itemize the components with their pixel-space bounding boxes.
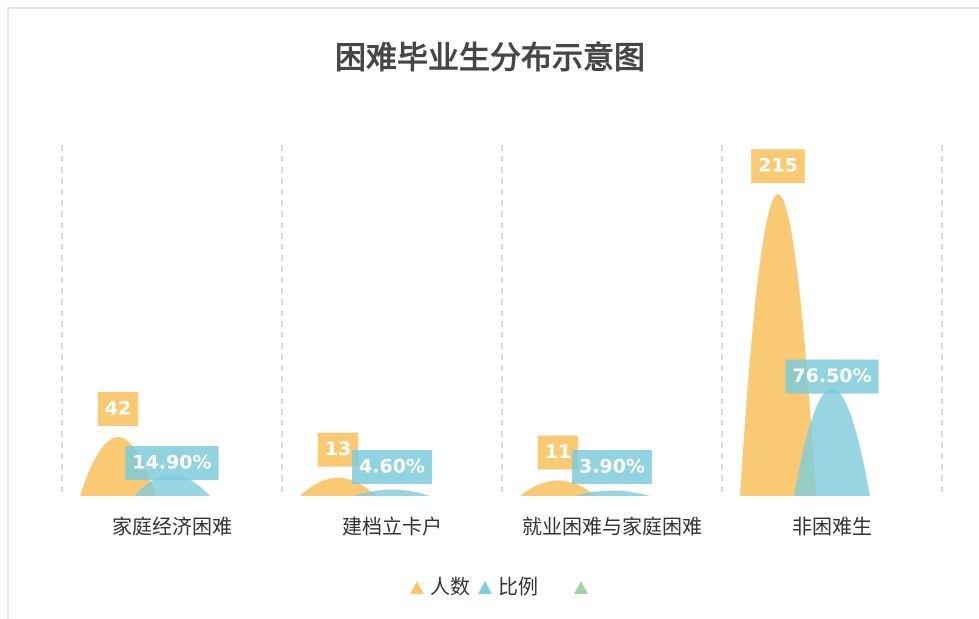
- x-tick-label: 建档立卡户: [342, 515, 442, 539]
- bar: [740, 194, 816, 496]
- bar: [134, 475, 210, 496]
- bar: [354, 489, 430, 496]
- data-label: 14.90%: [132, 452, 211, 474]
- data-label-box: [125, 446, 219, 481]
- x-tick-label: 就业困难与家庭困难: [522, 515, 702, 539]
- data-label: 3.90%: [579, 456, 645, 478]
- frame: [7, 7, 979, 619]
- x-tick-label: 非困难生: [792, 515, 872, 539]
- data-label: 4.60%: [359, 456, 425, 478]
- data-label-box: [751, 149, 805, 184]
- legend-label: 比例: [498, 575, 538, 599]
- bar: [794, 388, 870, 496]
- data-label-box: [352, 450, 432, 484]
- data-label-box: [97, 392, 139, 427]
- legend-marker: [574, 581, 588, 594]
- data-label-box: [317, 432, 359, 467]
- data-label: 76.50%: [792, 365, 871, 387]
- chart-title: 困难毕业生分布示意图: [335, 41, 645, 77]
- data-label-box: [785, 359, 879, 394]
- data-label: 13: [325, 438, 351, 460]
- legend-marker: [410, 581, 424, 594]
- bar: [520, 480, 596, 496]
- data-label: 215: [758, 155, 798, 177]
- data-label: 11: [545, 441, 571, 463]
- data-label-box: [537, 435, 579, 470]
- legend-marker: [478, 581, 492, 594]
- legend-label: 人数: [430, 575, 470, 599]
- x-tick-label: 家庭经济困难: [112, 515, 232, 539]
- data-label-box: [572, 450, 652, 484]
- bar: [574, 490, 650, 496]
- data-label: 42: [105, 398, 131, 420]
